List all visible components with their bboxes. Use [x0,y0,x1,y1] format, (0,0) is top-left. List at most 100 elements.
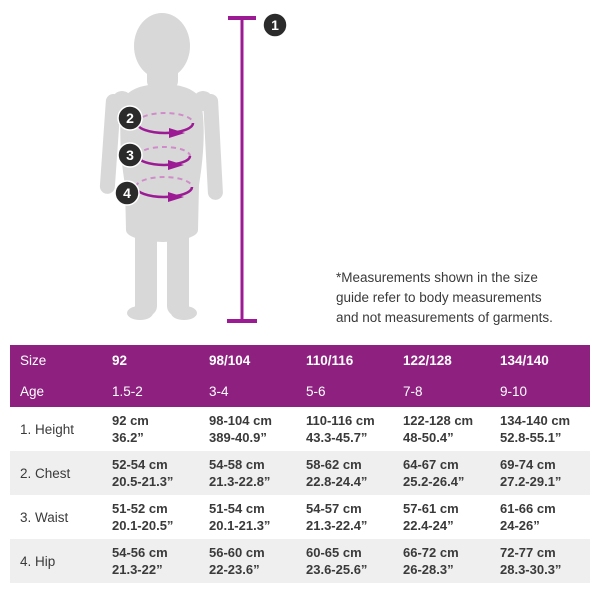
measurement-cell: 66-72 cm 26-28.3” [403,544,500,578]
measurements-note: *Measurements shown in the size guide re… [336,268,561,328]
value-inch: 22.4-24” [403,518,454,533]
value-inch: 24-26” [500,518,540,533]
value-inch: 52.8-55.1” [500,430,562,445]
badge-1-number: 1 [271,17,279,33]
measurement-cell: 60-65 cm 23.6-25.6” [306,544,403,578]
note-line-1: *Measurements shown in the size [336,270,538,285]
value-cm: 134-140 cm [500,413,571,428]
value-cm: 54-58 cm [209,457,265,472]
size-col-header: 122/128 [403,353,452,368]
hip-arrow-icon [168,192,184,202]
note-line-2: guide refer to body measurements [336,290,542,305]
measurement-cell: 51-54 cm 20.1-21.3” [209,500,306,534]
measurement-cell: 54-56 cm 21.3-22” [112,544,209,578]
age-value: 3-4 [209,384,229,399]
value-inch: 21.3-22” [112,562,163,577]
measurement-cell: 61-66 cm 24-26” [500,500,590,534]
value-cm: 66-72 cm [403,545,459,560]
value-cm: 56-60 cm [209,545,265,560]
value-inch: 22.8-24.4” [306,474,368,489]
badge-2-chest: 2 [117,105,143,131]
badge-4-hip: 4 [114,180,140,206]
value-inch: 25.2-26.4” [403,474,465,489]
row-label: 1. Height [20,421,75,437]
badge-1-height: 1 [262,12,288,38]
measurement-cell: 134-140 cm 52.8-55.1” [500,412,590,446]
value-inch: 20.5-21.3” [112,474,174,489]
measurement-cell: 54-58 cm 21.3-22.8” [209,456,306,490]
value-cm: 72-77 cm [500,545,556,560]
value-cm: 51-52 cm [112,501,168,516]
silhouette-left-arm [99,94,121,194]
age-value: 9-10 [500,384,528,399]
value-cm: 122-128 cm [403,413,474,428]
silhouette-right-leg [167,226,189,316]
measurement-cell: 57-61 cm 22.4-24” [403,500,500,534]
size-header-row: Size 92 98/104 110/116 122/128 134/140 [10,345,590,376]
silhouette-head [134,13,190,79]
table-row-waist: 3. Waist 51-52 cm 20.1-20.5” 51-54 cm 20… [10,495,590,539]
silhouette-left-leg [135,226,157,316]
measurement-cell: 58-62 cm 22.8-24.4” [306,456,403,490]
size-row-label: Size [20,353,47,368]
age-row-label: Age [20,384,45,399]
size-table-body: 1. Height 92 cm 36.2” 98-104 cm 389-40.9… [10,407,590,583]
silhouette-left-foot [127,306,153,320]
note-line-3: and not measurements of garments. [336,310,553,325]
value-inch: 48-50.4” [403,430,454,445]
measurement-cell: 92 cm 36.2” [112,412,209,446]
value-inch: 26-28.3” [403,562,454,577]
measurement-cell: 72-77 cm 28.3-30.3” [500,544,590,578]
value-cm: 54-57 cm [306,501,362,516]
value-cm: 110-116 cm [306,413,375,428]
value-inch: 22-23.6” [209,562,260,577]
badge-3-number: 3 [126,147,134,163]
child-silhouette [99,13,223,320]
age-value: 1.5-2 [112,384,143,399]
size-col-header: 98/104 [209,353,251,368]
badge-3-waist: 3 [117,142,143,168]
measurement-cell: 64-67 cm 25.2-26.4” [403,456,500,490]
badge-4-number: 4 [123,185,131,201]
value-cm: 61-66 cm [500,501,556,516]
value-inch: 27.2-29.1” [500,474,562,489]
size-table-header: Size 92 98/104 110/116 122/128 134/140 A… [10,345,590,407]
value-inch: 43.3-45.7” [306,430,368,445]
size-col-header: 92 [112,353,128,368]
size-col-header: 134/140 [500,353,549,368]
chest-arrow-icon [169,128,185,138]
measurement-cell: 56-60 cm 22-23.6” [209,544,306,578]
value-cm: 54-56 cm [112,545,168,560]
silhouette-right-foot [171,306,197,320]
measurement-cell: 54-57 cm 21.3-22.4” [306,500,403,534]
measurement-cell: 51-52 cm 20.1-20.5” [112,500,209,534]
size-table: Size 92 98/104 110/116 122/128 134/140 A… [10,345,590,583]
row-label: 2. Chest [20,465,71,481]
value-cm: 92 cm [112,413,149,428]
age-value: 7-8 [403,384,423,399]
measurement-cell: 122-128 cm 48-50.4” [403,412,500,446]
value-cm: 52-54 cm [112,457,168,472]
value-inch: 20.1-20.5” [112,518,174,533]
value-inch: 28.3-30.3” [500,562,562,577]
age-value: 5-6 [306,384,326,399]
measurement-cell: 110-116 cm 43.3-45.7” [306,412,403,446]
measurement-cell: 52-54 cm 20.5-21.3” [112,456,209,490]
value-cm: 64-67 cm [403,457,459,472]
value-inch: 23.6-25.6” [306,562,368,577]
silhouette-neck [147,60,178,90]
value-inch: 36.2” [112,430,144,445]
row-label: 3. Waist [20,509,69,525]
table-row-hip: 4. Hip 54-56 cm 21.3-22” 56-60 cm 22-23.… [10,539,590,583]
value-cm: 98-104 cm [209,413,272,428]
value-inch: 21.3-22.4” [306,518,368,533]
waist-arrow-icon [168,160,184,170]
value-inch: 389-40.9” [209,430,267,445]
value-inch: 20.1-21.3” [209,518,271,533]
measurement-cell: 69-74 cm 27.2-29.1” [500,456,590,490]
size-guide-figure: 1 2 3 4 [99,12,288,323]
age-header-row: Age 1.5-2 3-4 5-6 7-8 9-10 [10,376,590,407]
measurement-cell: 98-104 cm 389-40.9” [209,412,306,446]
height-measure-line [227,16,257,323]
